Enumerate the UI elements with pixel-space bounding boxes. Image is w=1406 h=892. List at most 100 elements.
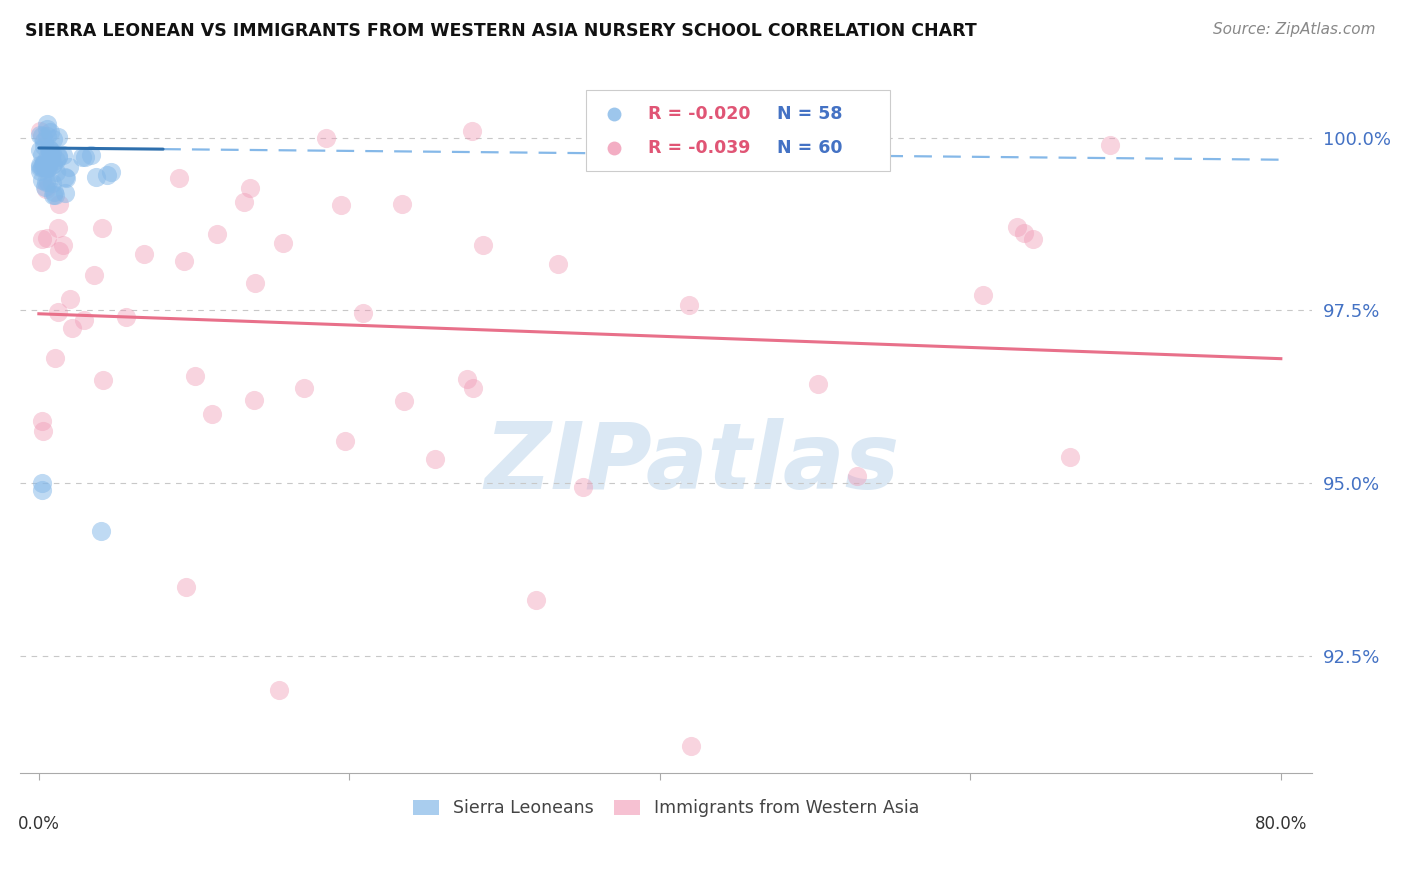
Point [32, 424, 55, 438]
Point [46, 149, 69, 163]
Point [51, 147, 73, 161]
Point [35, 151, 58, 165]
Point [60, 321, 83, 335]
Text: 0.0%: 0.0% [18, 815, 60, 833]
Point [333, 434, 356, 448]
Point [242, 392, 264, 407]
Point [42, 132, 65, 146]
Point [37, 161, 59, 176]
Point [32, 134, 55, 148]
Point [41, 158, 63, 172]
Point [352, 306, 374, 320]
Point [35, 161, 58, 176]
Text: N = 60: N = 60 [778, 139, 842, 157]
Point [456, 372, 478, 386]
Point [31, 483, 53, 497]
Point [201, 408, 224, 422]
Point [30, 164, 52, 178]
Point [471, 238, 494, 252]
Point [173, 253, 195, 268]
Point [37, 175, 59, 189]
Point [679, 739, 702, 753]
Point [42, 186, 65, 200]
Point [32, 158, 55, 172]
FancyBboxPatch shape [586, 90, 890, 170]
Point [73, 313, 96, 327]
Point [52, 238, 75, 252]
Point [425, 451, 447, 466]
Point [80, 148, 103, 162]
Point [269, 683, 291, 698]
Point [463, 381, 485, 395]
Point [742, 576, 765, 591]
Point [807, 377, 830, 392]
Point [38, 125, 60, 139]
Point [46, 150, 69, 164]
Point [572, 480, 595, 494]
Point [41, 187, 63, 202]
Text: 80.0%: 80.0% [1254, 815, 1308, 833]
Text: N = 58: N = 58 [778, 105, 842, 123]
Point [115, 310, 138, 324]
Point [30, 128, 52, 143]
Point [678, 298, 700, 312]
Point [96, 168, 118, 182]
Point [53, 170, 76, 185]
Point [30, 158, 52, 172]
Point [31, 232, 53, 246]
Point [846, 468, 869, 483]
Point [239, 181, 262, 195]
Point [84, 169, 107, 184]
Point [46, 220, 69, 235]
Point [35, 128, 58, 143]
Point [32, 156, 55, 170]
Point [30, 160, 52, 174]
Text: ZIPatlas: ZIPatlas [484, 418, 900, 508]
Point [394, 393, 416, 408]
Point [34, 179, 56, 194]
Point [330, 197, 353, 211]
Point [292, 381, 315, 395]
Point [45, 153, 67, 167]
Point [35, 175, 58, 189]
Point [53, 186, 76, 200]
Text: R = -0.020: R = -0.020 [648, 105, 751, 123]
Point [31, 148, 53, 162]
Point [44, 351, 66, 366]
Point [1059, 450, 1081, 464]
Text: R = -0.039: R = -0.039 [648, 139, 751, 157]
Point [46, 130, 69, 145]
Point [972, 287, 994, 301]
Point [31, 160, 53, 174]
Point [233, 194, 256, 209]
Point [1012, 226, 1035, 240]
Point [83, 268, 105, 282]
Point [184, 368, 207, 383]
Point [46, 305, 69, 319]
Point [30, 254, 52, 268]
Text: SIERRA LEONEAN VS IMMIGRANTS FROM WESTERN ASIA NURSERY SCHOOL CORRELATION CHART: SIERRA LEONEAN VS IMMIGRANTS FROM WESTER… [25, 22, 977, 40]
Point [176, 580, 198, 594]
Point [59, 292, 82, 306]
Point [55, 170, 77, 185]
Point [461, 124, 484, 138]
Point [1005, 220, 1028, 235]
Point [35, 231, 58, 245]
Point [35, 182, 58, 196]
Point [48, 244, 70, 259]
Point [524, 593, 547, 607]
Point [38, 143, 60, 157]
Point [42, 157, 65, 171]
Point [90, 524, 112, 539]
Point [35, 121, 58, 136]
Point [31, 476, 53, 491]
Point [44, 188, 66, 202]
Point [91, 373, 114, 387]
Point [167, 171, 190, 186]
Point [271, 235, 294, 250]
Point [38, 142, 60, 156]
Point [752, 139, 775, 153]
Point [70, 151, 93, 165]
Point [391, 196, 413, 211]
Text: Source: ZipAtlas.com: Source: ZipAtlas.com [1212, 22, 1375, 37]
